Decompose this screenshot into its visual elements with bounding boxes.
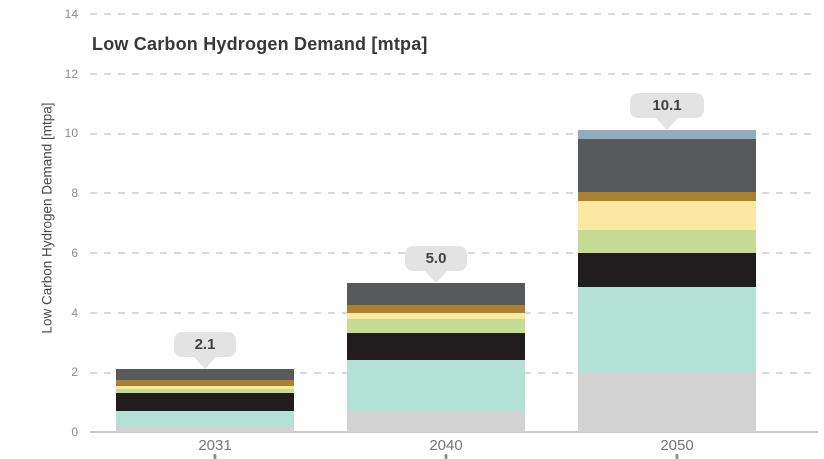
y-tick-label-4: 4 xyxy=(71,305,78,320)
bar-2031-segment-yellow xyxy=(116,385,294,389)
bar-2050-segment-black xyxy=(578,252,756,288)
bar-2050-segment-light-gray xyxy=(578,372,756,432)
y-tick-label-6: 6 xyxy=(71,245,78,260)
bar-2050-segment-yellow xyxy=(578,200,756,231)
bar-2031-segment-teal xyxy=(116,411,294,427)
bar-2040-segment-teal xyxy=(347,360,525,412)
bar-2040-segment-brown xyxy=(347,305,525,313)
bar-2050-segment-dark-gray xyxy=(578,139,756,192)
y-tick-label-14: 14 xyxy=(64,7,78,21)
bar-2040 xyxy=(347,282,525,432)
y-tick-label-12: 12 xyxy=(64,66,78,81)
bar-2040-segment-yellow xyxy=(347,312,525,319)
gridline-y8 xyxy=(90,192,818,195)
x-axis-submark-2040 xyxy=(444,454,448,459)
x-axis-label-2040: 2040 xyxy=(429,437,463,454)
bar-2031-segment-light-gray xyxy=(116,426,294,432)
value-callout-2031: 2.1 xyxy=(174,332,236,358)
bar-2031-segment-green xyxy=(116,388,294,394)
bar-2040-segment-black xyxy=(347,333,525,361)
gridline-y10 xyxy=(90,132,818,135)
value-callout-2050: 10.1 xyxy=(630,93,704,119)
bar-2031 xyxy=(116,369,294,432)
bar-2031-segment-dark-gray xyxy=(116,369,294,380)
bar-2040-segment-dark-gray xyxy=(347,282,525,306)
value-callout-2040: 5.0 xyxy=(405,245,467,271)
x-axis-submark-2031 xyxy=(213,454,217,459)
y-tick-label-2: 2 xyxy=(71,365,78,380)
bar-2050 xyxy=(578,130,756,432)
x-axis-label-2050: 2050 xyxy=(660,437,694,454)
bar-2050-segment-brown xyxy=(578,191,756,201)
bar-2031-segment-brown xyxy=(116,379,294,386)
bar-2050-segment-blue-gray xyxy=(578,130,756,140)
x-axis-label-2031: 2031 xyxy=(198,437,232,454)
gridline-y12 xyxy=(90,72,818,75)
x-axis-baseline xyxy=(90,431,818,433)
y-tick-label-0: 0 xyxy=(71,425,78,439)
bar-2040-segment-green xyxy=(347,318,525,334)
bar-2031-segment-black xyxy=(116,393,294,412)
y-tick-label-10: 10 xyxy=(64,126,78,141)
gridline-y14 xyxy=(90,13,818,16)
y-tick-label-8: 8 xyxy=(71,186,78,201)
bar-2040-segment-light-gray xyxy=(347,411,525,432)
x-axis-submark-2050 xyxy=(675,454,679,459)
bar-2050-segment-teal xyxy=(578,287,756,373)
bar-2050-segment-green xyxy=(578,230,756,253)
chart-title: Low Carbon Hydrogen Demand [mtpa] xyxy=(92,34,428,54)
